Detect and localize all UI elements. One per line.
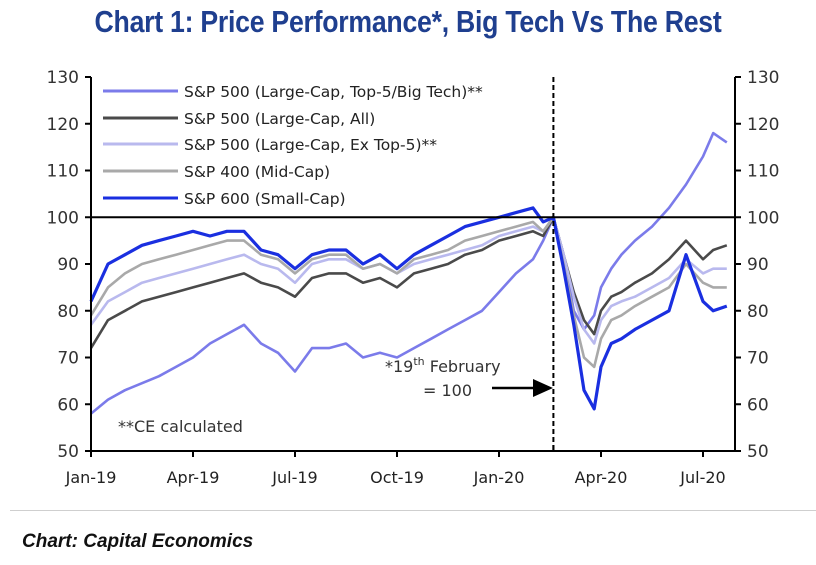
legend-item-big-tech: S&P 500 (Large-Cap, Top-5/Big Tech)** [103, 83, 483, 101]
legend-item-all: S&P 500 (Large-Cap, All) [103, 110, 375, 128]
y-tick-label-right: 130 [747, 68, 779, 88]
series-line-all [89, 216, 728, 349]
legend: S&P 500 (Large-Cap, Top-5/Big Tech)** S&… [103, 83, 483, 208]
legend-item-ex-top5: S&P 500 (Large-Cap, Ex Top-5)** [103, 136, 437, 154]
x-tick-label: Apr-20 [575, 468, 628, 487]
y-tick-label-left: 90 [57, 255, 79, 275]
chart-title: Chart 1: Price Performance*, Big Tech Vs… [94, 4, 722, 39]
y-tick-label-left: 100 [47, 208, 79, 228]
arrow-head-icon [533, 379, 553, 397]
x-tick-label: Jul-20 [679, 468, 725, 487]
legend-label-big-tech: S&P 500 (Large-Cap, Top-5/Big Tech)** [184, 83, 483, 101]
legend-label-mid-cap: S&P 400 (Mid-Cap) [184, 163, 330, 181]
legend-item-small-cap: S&P 600 (Small-Cap) [103, 190, 346, 208]
divider [10, 510, 816, 511]
footnote-ce-calculated: **CE calculated [118, 417, 243, 436]
y-tick-label-left: 130 [47, 68, 79, 88]
x-tick-label: Jan-20 [473, 468, 525, 487]
y-tick-label-right: 60 [747, 395, 769, 415]
series-line-mid-cap [89, 216, 727, 369]
series-line-ex-top5 [89, 216, 727, 345]
y-tick-label-right: 80 [747, 302, 769, 322]
y-tick-label-left: 120 [47, 115, 79, 135]
x-tick-label: Oct-19 [370, 468, 424, 487]
legend-item-mid-cap: S&P 400 (Mid-Cap) [103, 163, 330, 181]
y-tick-label-right: 100 [747, 208, 779, 228]
x-tick-label: Jan-19 [65, 468, 117, 487]
legend-label-all: S&P 500 (Large-Cap, All) [184, 110, 375, 128]
y-tick-label-left: 110 [47, 162, 79, 182]
y-tick-label-left: 70 [57, 349, 79, 369]
y-tick-label-right: 90 [747, 255, 769, 275]
series-layer [89, 131, 728, 415]
axes-layer: 130 130 120 120 110 110 100 100 90 90 80 80 70 70 60 60… [47, 68, 780, 487]
legend-label-ex-top5: S&P 500 (Large-Cap, Ex Top-5)** [184, 136, 437, 154]
y-tick-label-right: 120 [747, 115, 779, 135]
y-tick-label-left: 50 [57, 442, 79, 462]
y-tick-label-right: 50 [747, 442, 769, 462]
y-tick-label-left: 80 [57, 302, 79, 322]
rebase-annotation-line1: *19th February [385, 355, 501, 376]
legend-label-small-cap: S&P 600 (Small-Cap) [184, 190, 346, 208]
y-tick-label-right: 110 [747, 162, 779, 182]
series-line-small-cap [89, 206, 728, 411]
x-tick-label: Apr-19 [167, 468, 220, 487]
line-chart: 130 130 120 120 110 110 100 100 90 90 80 80 70 70 60 60… [47, 68, 780, 487]
rebase-annotation: *19th February = 100 [385, 355, 553, 400]
series-line-big-tech [90, 131, 728, 415]
source-label: Chart: Capital Economics [22, 531, 254, 552]
x-tick-label: Jul-19 [271, 468, 317, 487]
y-tick-label-left: 60 [57, 395, 79, 415]
rebase-annotation-line2: = 100 [423, 381, 472, 400]
y-tick-label-right: 70 [747, 349, 769, 369]
